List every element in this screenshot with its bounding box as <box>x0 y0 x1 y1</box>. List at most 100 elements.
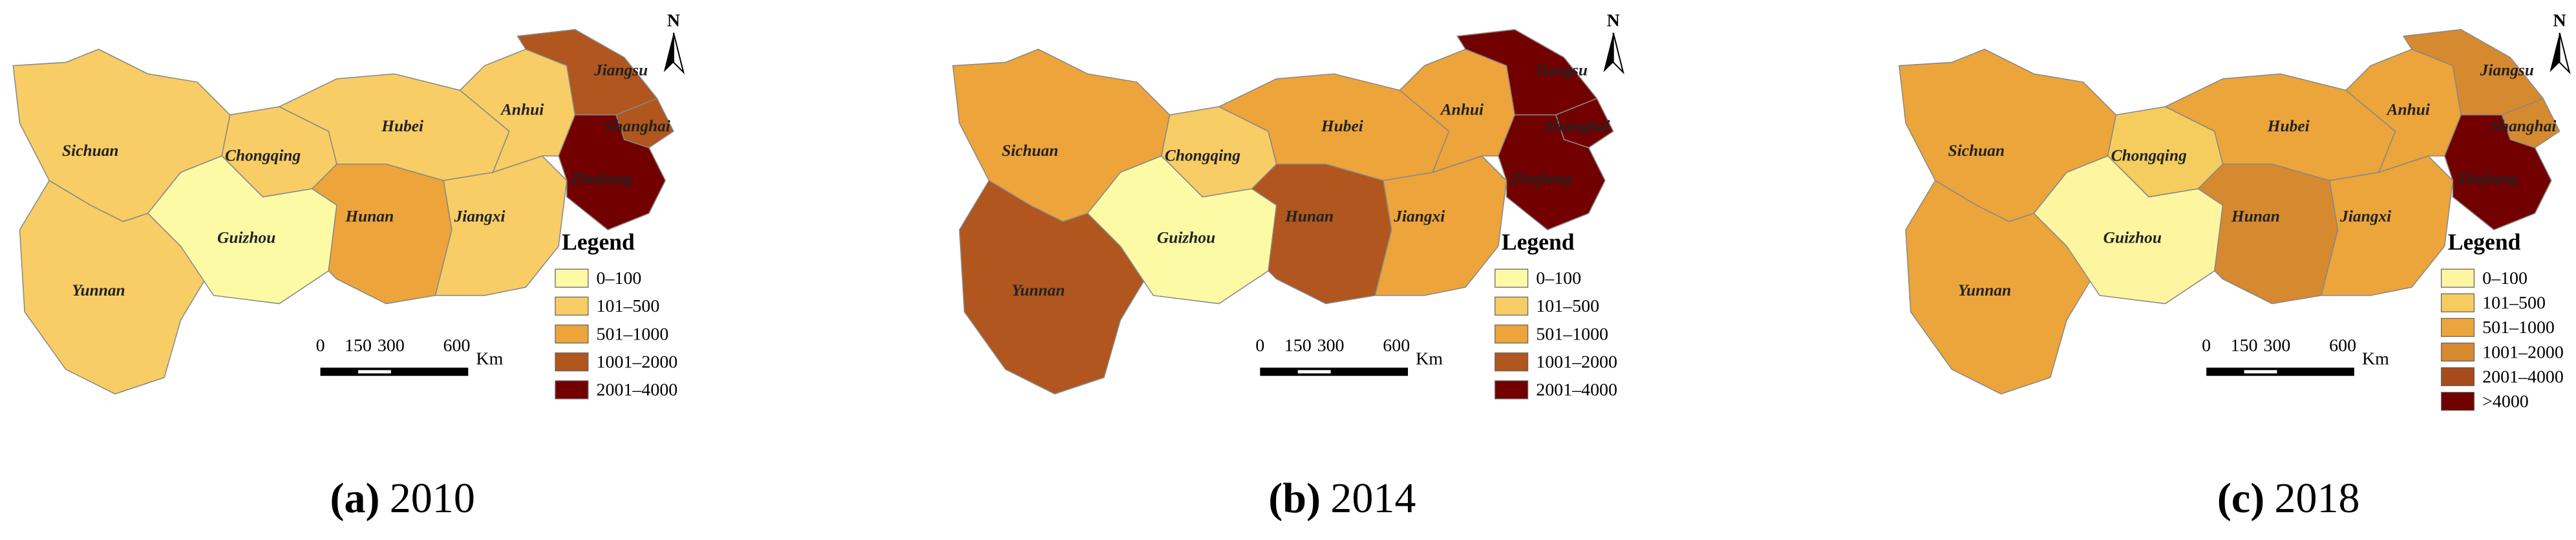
scale-label: 600 <box>2329 336 2356 356</box>
province-label: Hubei <box>2267 117 2310 135</box>
north-label: N <box>2553 11 2566 31</box>
province-label: Guizhou <box>2103 229 2162 247</box>
legend-swatch <box>2440 293 2475 312</box>
province <box>147 155 337 305</box>
legend-swatch <box>1495 268 1529 288</box>
province <box>2443 114 2552 231</box>
legend-swatch <box>555 380 589 400</box>
province-label: Sichuan <box>1948 142 2005 160</box>
province <box>558 114 666 231</box>
scale-label: 0 <box>1255 336 1264 356</box>
province-label: Chongqing <box>1165 147 1240 165</box>
caption: (c) 2018 <box>2217 475 2360 522</box>
caption: (a) 2010 <box>330 475 474 522</box>
legend-swatch <box>2440 268 2475 288</box>
province-label: Hunan <box>1284 208 1334 226</box>
scale-bar <box>1297 370 1331 374</box>
scale-label: 150 <box>1284 336 1312 356</box>
legend-swatch <box>1495 324 1529 344</box>
scale-label: 300 <box>378 336 405 356</box>
scale-bar <box>1260 367 1409 376</box>
legend-label: 0–100 <box>597 268 642 288</box>
province <box>1497 114 1606 231</box>
province-label: Anhui <box>1440 101 1484 119</box>
legend-swatch <box>555 296 589 316</box>
province-label: Chongqing <box>2111 147 2187 165</box>
legend-label: 1001–2000 <box>2482 342 2564 362</box>
north-label: N <box>1607 11 1620 31</box>
legend-label: 0–100 <box>2482 268 2528 288</box>
scale-label: 0 <box>2202 336 2211 356</box>
legend-label: >4000 <box>2482 391 2529 411</box>
legend-label: 101–500 <box>1536 296 1599 316</box>
scale-label: Km <box>476 349 503 369</box>
legend-title: Legend <box>1502 229 1575 255</box>
province-label: Zhejiang <box>570 169 632 188</box>
legend-swatch <box>2440 318 2475 337</box>
province <box>2033 155 2224 305</box>
province-label: Yunnan <box>1958 281 2011 299</box>
province <box>1905 180 2092 394</box>
scale-bar <box>2206 367 2354 376</box>
province-label: Sichuan <box>1002 142 1059 160</box>
legend-title: Legend <box>562 229 635 255</box>
scale-bar <box>320 367 469 376</box>
province-label: Chongqing <box>225 147 301 165</box>
north-arrow <box>672 32 685 74</box>
province <box>1251 164 1392 305</box>
province-label: Anhui <box>500 101 544 119</box>
province-label: Zhejiang <box>1510 169 1572 188</box>
legend-label: 2001–4000 <box>597 380 678 400</box>
legend-swatch <box>555 324 589 344</box>
scale-bar <box>2244 370 2277 374</box>
province <box>311 164 452 305</box>
caption-year: 2010 <box>390 475 475 522</box>
province-label: Anhui <box>2386 101 2430 119</box>
scale-label: Km <box>1416 349 1443 369</box>
caption: (b) 2014 <box>1268 475 1416 522</box>
caption-label: (b) <box>1268 475 1321 522</box>
legend-title: Legend <box>2448 229 2521 255</box>
caption-label: (a) <box>330 475 379 522</box>
scale-bar <box>358 370 391 374</box>
province-label: Shanghai <box>1544 117 1610 135</box>
scale-label: Km <box>2362 349 2389 369</box>
province <box>19 180 206 394</box>
province-label: Shanghai <box>2491 117 2557 135</box>
north-arrow <box>1612 32 1624 74</box>
legend-label: 101–500 <box>597 296 660 316</box>
province <box>1087 155 1277 305</box>
province-label: Hunan <box>2231 208 2280 226</box>
province-label: Jiangsu <box>593 61 648 80</box>
legend-swatch <box>1495 296 1529 316</box>
legend-label: 2001–4000 <box>2482 367 2564 387</box>
scale-label: 150 <box>345 336 372 356</box>
legend-swatch <box>1495 380 1529 400</box>
map-panel: Sichuan Yunnan Chongqing Guizhou Hubei Hunan J… <box>12 11 685 522</box>
scale-label: 300 <box>1317 336 1345 356</box>
province-label: Jiangsu <box>1533 61 1588 80</box>
province <box>959 180 1146 394</box>
legend-swatch <box>555 352 589 372</box>
province-label: Sichuan <box>62 142 119 160</box>
legend-label: 101–500 <box>2482 293 2546 313</box>
caption-label: (c) <box>2217 475 2264 522</box>
scale-label: 300 <box>2263 336 2290 356</box>
scale-label: 0 <box>316 336 325 356</box>
legend-swatch <box>1495 352 1529 372</box>
legend-label: 1001–2000 <box>597 352 678 373</box>
legend-label: 2001–4000 <box>1536 380 1617 400</box>
north-arrow <box>1603 32 1613 72</box>
legend-swatch <box>555 268 589 288</box>
north-arrow <box>663 32 674 72</box>
caption-year: 2018 <box>2274 475 2359 522</box>
scale-label: 150 <box>2231 336 2258 356</box>
north-arrow <box>2549 32 2560 72</box>
province-label: Shanghai <box>604 117 670 135</box>
province <box>2197 164 2339 305</box>
province-label: Hubei <box>381 117 423 135</box>
province-label: Jiangxi <box>2339 208 2391 226</box>
province-label: Jiangxi <box>454 208 506 226</box>
caption-year: 2014 <box>1330 475 1416 522</box>
